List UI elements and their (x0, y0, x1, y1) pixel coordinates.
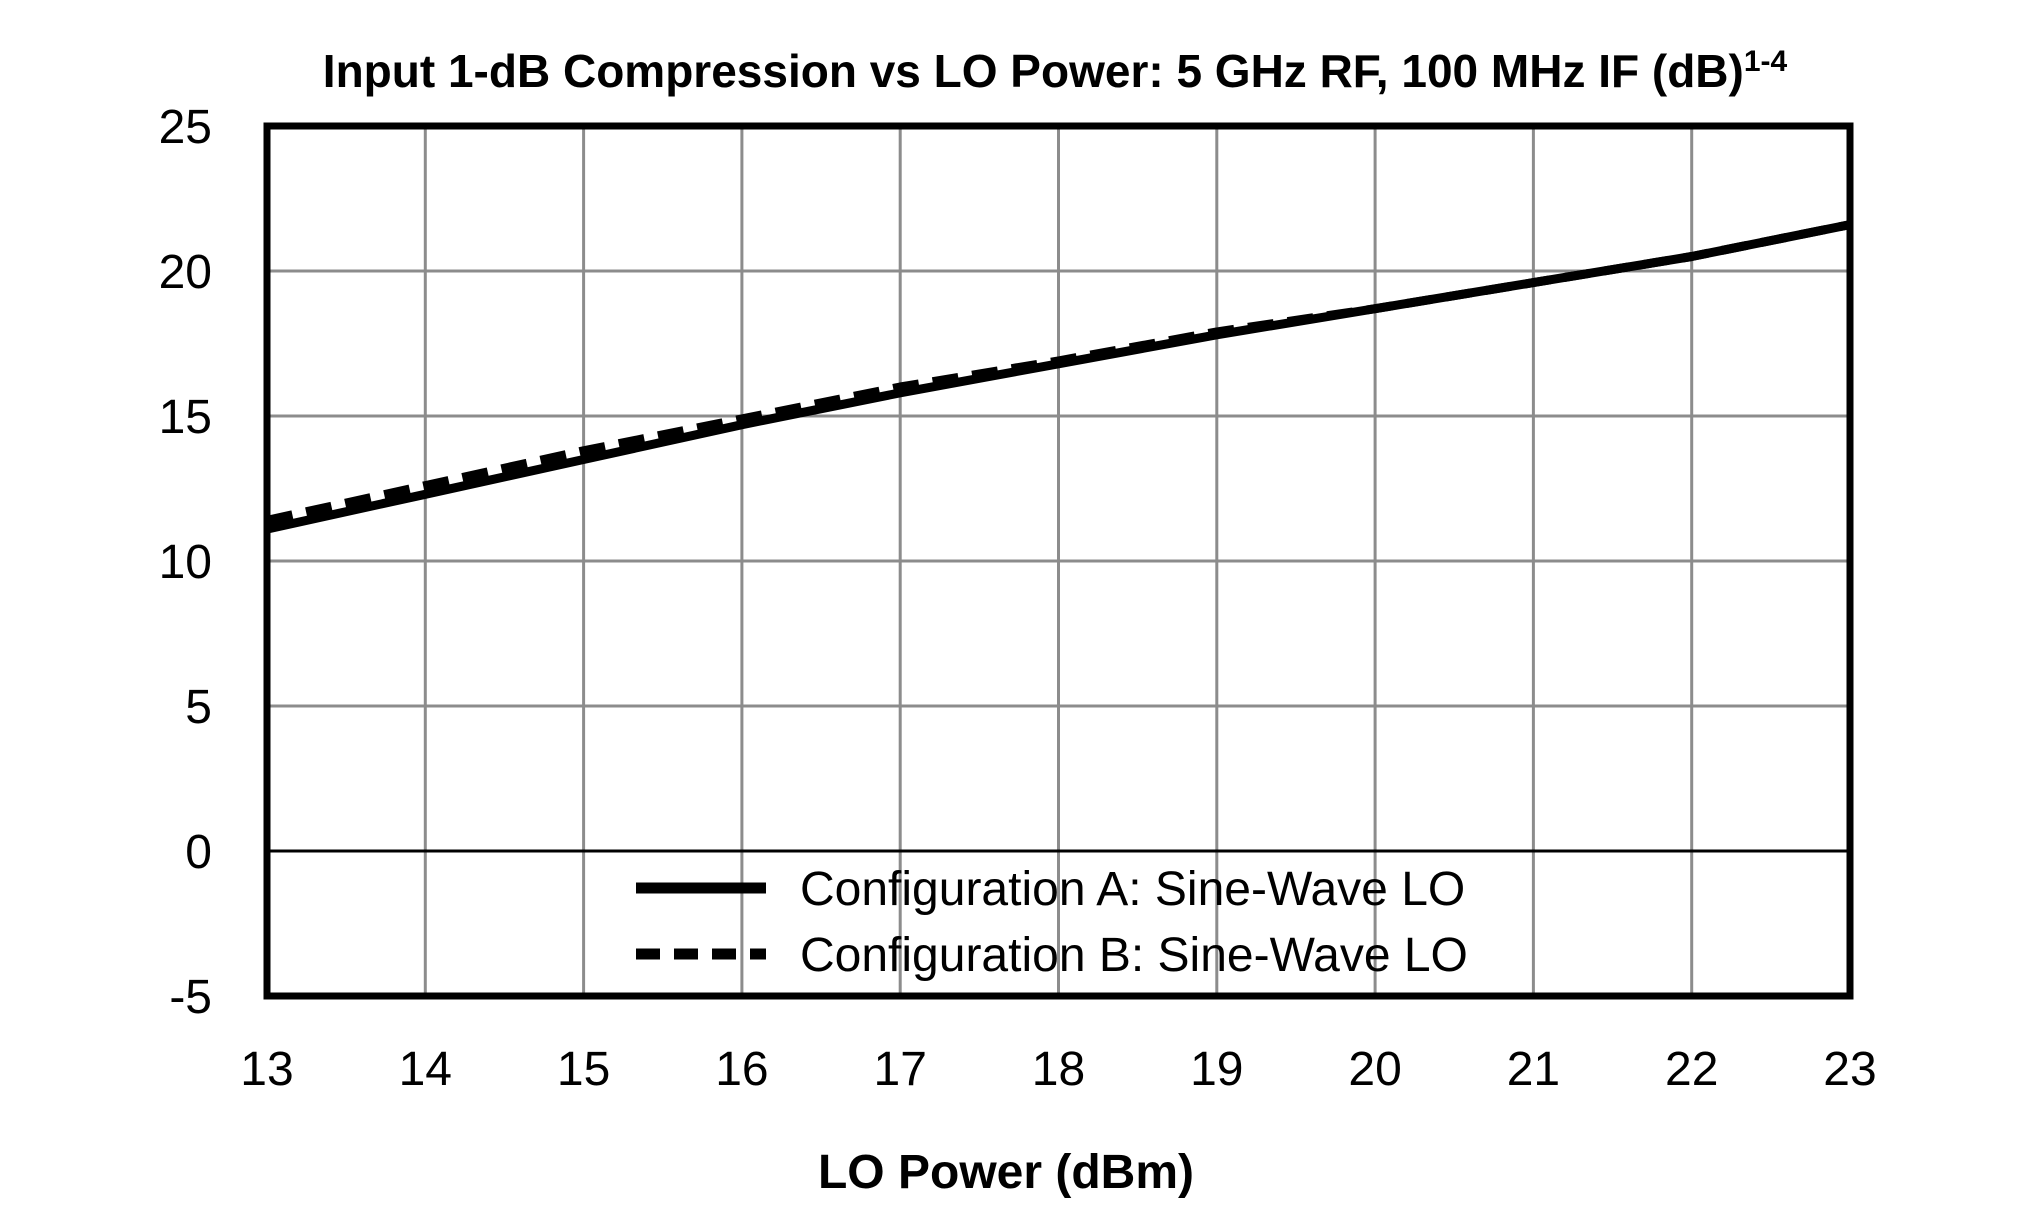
y-axis-ticks: -5 0 5 10 15 20 25 (159, 101, 212, 1024)
y-tick-label: 5 (185, 681, 212, 734)
x-tick-label: 14 (399, 1043, 452, 1096)
y-tick-label: 25 (159, 101, 212, 154)
x-tick-label: 19 (1190, 1043, 1243, 1096)
x-axis-ticks: 13 14 15 16 17 18 19 20 21 22 23 (240, 1043, 1876, 1096)
x-tick-label: 23 (1823, 1043, 1876, 1096)
y-tick-label: 10 (159, 536, 212, 589)
plot-frame (263, 122, 1854, 1000)
x-tick-label: 15 (557, 1043, 610, 1096)
y-tick-label: -5 (169, 971, 212, 1024)
legend: Configuration A: Sine-Wave LO Configurati… (636, 863, 1468, 982)
chart-title-main: Input 1-dB Compression vs LO Power: 5 GH… (323, 45, 1744, 97)
series-line-configuration-b (266, 220, 1851, 525)
y-tick-label: 15 (159, 391, 212, 444)
x-tick-label: 16 (715, 1043, 768, 1096)
legend-label: Configuration A: Sine-Wave LO (800, 863, 1465, 916)
x-tick-label: 17 (874, 1043, 927, 1096)
legend-label: Configuration B: Sine-Wave LO (800, 929, 1468, 982)
x-axis-label: LO Power (dBm) (818, 1146, 1194, 1199)
series-lines (266, 220, 1851, 534)
x-tick-label: 21 (1507, 1043, 1560, 1096)
chart-title-superscript: 1-4 (1744, 45, 1788, 78)
x-tick-label: 13 (240, 1043, 293, 1096)
chart-title: Input 1-dB Compression vs LO Power: 5 GH… (323, 45, 1788, 97)
x-tick-label: 20 (1348, 1043, 1401, 1096)
x-tick-label: 18 (1032, 1043, 1085, 1096)
x-tick-label: 22 (1665, 1043, 1718, 1096)
y-tick-label: 20 (159, 246, 212, 299)
y-tick-label: 0 (185, 826, 212, 879)
